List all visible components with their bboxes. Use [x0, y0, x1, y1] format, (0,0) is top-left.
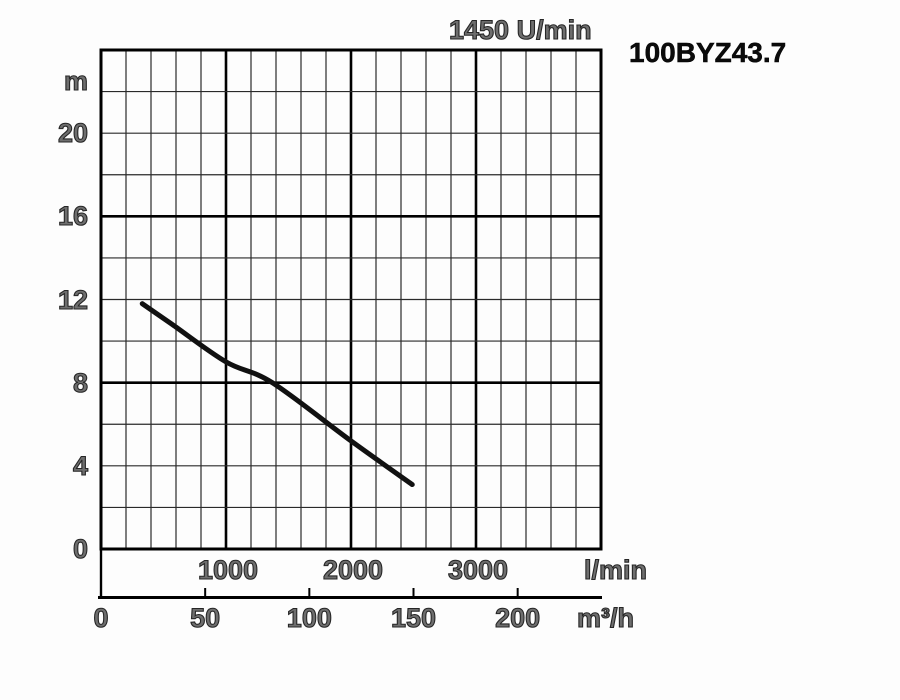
model-label: 100BYZ43.7	[629, 37, 787, 68]
x-axis-lmin-tick-label-3000: 3000	[447, 554, 509, 585]
y-axis-tick-label-12: 12	[57, 284, 88, 315]
x-axis-m3h-unit-label: m³/h	[576, 602, 634, 633]
x-axis-lmin-tick-label-2000: 2000	[322, 554, 384, 585]
y-axis-tick-label-8: 8	[72, 367, 88, 398]
x-axis-m3h-tick-label-0: 0	[93, 602, 109, 633]
x-axis-m3h-tick-label-150: 150	[390, 602, 437, 633]
y-axis-unit-label: m	[63, 65, 88, 96]
x-axis-lmin-unit-label: l/min	[583, 554, 648, 585]
y-axis-tick-label-4: 4	[72, 450, 88, 481]
x-axis-m3h-tick-label-200: 200	[495, 602, 541, 633]
x-axis-m3h-tick-label-50: 50	[190, 602, 221, 633]
x-axis-lmin-tick-label-1000: 1000	[197, 554, 259, 585]
y-axis-tick-label-16: 16	[57, 201, 88, 232]
pump-curve	[139, 301, 415, 488]
plot-frame	[99, 48, 603, 551]
y-axis-tick-label-20: 20	[57, 118, 88, 149]
x-axis-m3h-tick-label-100: 100	[286, 602, 332, 633]
y-axis-tick-label-0: 0	[72, 533, 88, 564]
rpm-title: 1450 U/min	[448, 14, 592, 45]
